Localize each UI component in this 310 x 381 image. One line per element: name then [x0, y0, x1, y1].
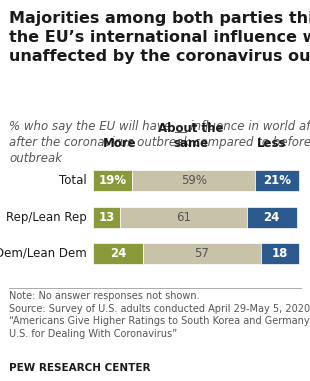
Bar	[132, 171, 255, 192]
Text: 57: 57	[195, 247, 210, 260]
Bar	[93, 171, 132, 192]
Text: 19%: 19%	[99, 174, 127, 187]
Bar	[93, 243, 143, 264]
Text: 59%: 59%	[181, 174, 207, 187]
Bar	[255, 171, 299, 192]
Bar	[120, 207, 247, 227]
Text: Dem/Lean Dem: Dem/Lean Dem	[0, 247, 87, 260]
Bar	[93, 207, 120, 227]
Text: About the
same: About the same	[158, 123, 224, 150]
Text: 18: 18	[272, 247, 288, 260]
Text: More: More	[103, 138, 136, 150]
Bar	[143, 243, 261, 264]
Text: Note: No answer responses not shown.
Source: Survey of U.S. adults conducted Apr: Note: No answer responses not shown. Sou…	[9, 291, 310, 339]
Bar	[247, 207, 297, 227]
Text: 21%: 21%	[263, 174, 291, 187]
Text: 24: 24	[264, 211, 280, 224]
Text: Majorities among both parties think
the EU’s international influence will be
una: Majorities among both parties think the …	[9, 11, 310, 64]
Text: 61: 61	[176, 211, 191, 224]
Text: Total: Total	[59, 174, 87, 187]
Text: Rep/Lean Rep: Rep/Lean Rep	[6, 211, 87, 224]
Text: Less: Less	[256, 138, 286, 150]
Text: % who say the EU will have __ influence in world affairs
after the coronavirus o: % who say the EU will have __ influence …	[9, 120, 310, 165]
Text: PEW RESEARCH CENTER: PEW RESEARCH CENTER	[9, 363, 151, 373]
Bar	[261, 243, 299, 264]
Text: 24: 24	[110, 247, 126, 260]
Text: 13: 13	[98, 211, 115, 224]
